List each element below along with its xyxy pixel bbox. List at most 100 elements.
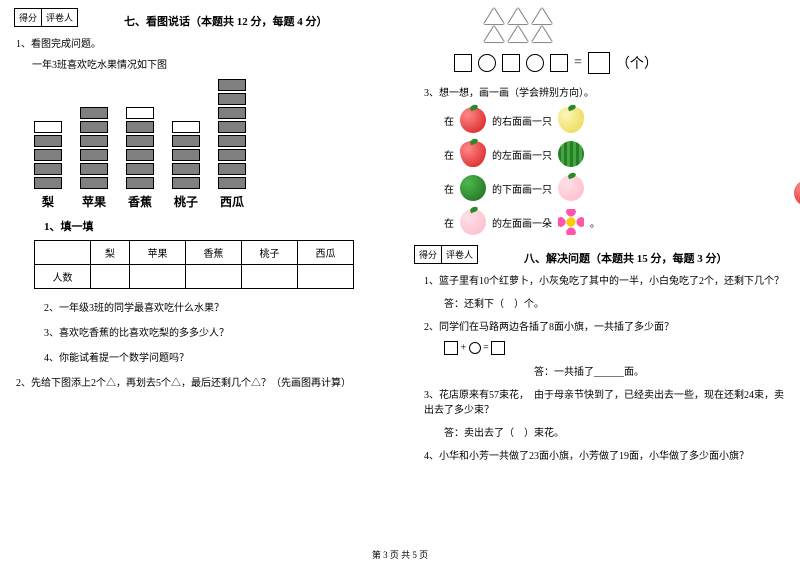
bar-cell-empty xyxy=(126,107,154,119)
bar-cell-empty xyxy=(34,121,62,133)
fruit-row-4: 在 的左面画一朵 。 xyxy=(444,209,786,235)
s8-eq: + = xyxy=(444,341,786,355)
eq-suffix: （个） xyxy=(616,53,658,73)
bar-cell-filled xyxy=(218,149,246,161)
triangle-icon xyxy=(508,8,528,24)
peach-icon xyxy=(558,175,584,201)
page-footer: 第 3 页 共 5 页 xyxy=(0,548,800,561)
circle-icon xyxy=(526,54,544,72)
table-cell xyxy=(185,265,241,289)
bar-cell-filled xyxy=(126,121,154,133)
table-cell xyxy=(297,265,353,289)
q1: 1、看图完成问题。 xyxy=(16,35,386,50)
bar-cell-filled xyxy=(34,135,62,147)
equation-row: = （个） xyxy=(454,52,786,74)
bar-cell-filled xyxy=(34,149,62,161)
table-cell xyxy=(130,265,186,289)
triangle-icon xyxy=(532,26,552,42)
score-box-2: 得分 评卷人 xyxy=(414,245,478,264)
melon-icon xyxy=(460,175,486,201)
pear-icon xyxy=(558,107,584,133)
text: 的下面画一只 xyxy=(492,181,552,196)
box-icon xyxy=(491,341,505,355)
bar-cell-filled xyxy=(172,163,200,175)
fruit-label: 香蕉 xyxy=(126,193,154,210)
bar-cell-filled xyxy=(126,135,154,147)
prefix: 在 xyxy=(444,181,454,196)
q2: 2、先给下图添上2个△，再划去5个△，最后还剩几个△？（先画图再计算） xyxy=(16,374,386,389)
triangle-icon xyxy=(484,26,504,42)
table-cell xyxy=(241,265,297,289)
bar-cell-filled xyxy=(218,93,246,105)
box-icon xyxy=(444,341,458,355)
table-header: 香蕉 xyxy=(185,241,241,265)
watermelon-icon xyxy=(558,141,584,167)
bar-chart xyxy=(34,79,386,189)
bar-cell-filled xyxy=(80,135,108,147)
s8-a1: 答：还剩下（ ）个。 xyxy=(444,295,786,310)
floating-apple-icon xyxy=(794,180,800,206)
chart-labels: 梨苹果香蕉桃子西瓜 xyxy=(34,193,386,210)
table-cell xyxy=(90,265,129,289)
s8-q1: 1、篮子里有10个红萝卜，小灰兔吃了其中的一半，小白兔吃了2个，还剩下几个？ xyxy=(424,272,786,287)
bar-cell-filled xyxy=(218,177,246,189)
s8-q4: 4、小华和小芳一共做了23面小旗，小芳做了19面，小华做了多少面小旗？ xyxy=(424,447,786,462)
fruit-row-1: 在 的右面画一只 xyxy=(444,107,786,133)
fruit-label: 苹果 xyxy=(80,193,108,210)
right-column: = （个） 3、想一想，画一画（学会辨别方向）。 在 的右面画一只 在 的左面画… xyxy=(400,0,800,565)
square-icon xyxy=(550,54,568,72)
table-header: 桃子 xyxy=(241,241,297,265)
circle-icon xyxy=(478,54,496,72)
left-column: 得分 评卷人 七、看图说话（本题共 12 分，每题 4 分） 1、看图完成问题。… xyxy=(0,0,400,565)
circle-icon xyxy=(469,342,481,354)
bar-cell-filled xyxy=(172,149,200,161)
bar-column xyxy=(218,79,246,189)
table-header: 梨 xyxy=(90,241,129,265)
bar-cell-filled xyxy=(80,107,108,119)
bar-cell-filled xyxy=(80,121,108,133)
bar-cell-filled xyxy=(126,149,154,161)
bar-cell-filled xyxy=(218,107,246,119)
triangle-icon xyxy=(508,26,528,42)
suffix: 。 xyxy=(590,215,600,230)
text: 的右面画一只 xyxy=(492,113,552,128)
fruit-row-3: 在 的下面画一只 xyxy=(444,175,786,201)
radish-icon xyxy=(460,141,486,167)
bar-column xyxy=(34,121,62,189)
equals-text: = xyxy=(574,55,582,71)
s8-q3: 3、花店原来有57束花， 由于母亲节快到了，已经卖出去一些，现在还剩24束，卖出… xyxy=(424,386,786,416)
prefix: 在 xyxy=(444,147,454,162)
bar-cell-filled xyxy=(80,177,108,189)
text: 的左面画一只 xyxy=(492,147,552,162)
triangle-icon xyxy=(532,8,552,24)
bar-cell-filled xyxy=(34,177,62,189)
q3: 3、想一想，画一画（学会辨别方向）。 xyxy=(424,84,786,99)
bar-column xyxy=(172,121,200,189)
s8-q2: 2、同学们在马路两边各插了8面小旗，一共插了多少面？ xyxy=(424,318,786,333)
sub-q4: 4、你能试着提一个数学问题吗？ xyxy=(44,349,386,364)
bar-cell-filled xyxy=(218,163,246,175)
triangle-row-2 xyxy=(484,26,786,42)
sub-q3: 3、喜欢吃香蕉的比喜欢吃梨的多多少人？ xyxy=(44,324,386,339)
square-icon xyxy=(502,54,520,72)
bar-cell-empty xyxy=(172,121,200,133)
prefix: 在 xyxy=(444,113,454,128)
text: 的左面画一朵 xyxy=(492,215,552,230)
fruit-label: 西瓜 xyxy=(218,193,246,210)
fruit-row-2: 在 的左面画一只 xyxy=(444,141,786,167)
bar-cell-filled xyxy=(172,177,200,189)
bar-cell-filled xyxy=(218,79,246,91)
bar-cell-filled xyxy=(172,135,200,147)
section7-title: 七、看图说话（本题共 12 分，每题 4 分） xyxy=(124,13,386,29)
section8-title: 八、解决问题（本题共 15 分，每题 3 分） xyxy=(524,250,786,266)
flower-icon xyxy=(558,209,584,235)
s8-a3: 答：卖出去了（ ）束花。 xyxy=(444,424,786,439)
table-header: 西瓜 xyxy=(297,241,353,265)
bar-column xyxy=(126,107,154,189)
result-box-icon xyxy=(588,52,610,74)
bar-cell-filled xyxy=(126,177,154,189)
triangle-icon xyxy=(484,8,504,24)
prefix: 在 xyxy=(444,215,454,230)
grader-label: 评卷人 xyxy=(442,246,477,263)
s8-a2: 答：一共插了______面。 xyxy=(534,363,786,378)
